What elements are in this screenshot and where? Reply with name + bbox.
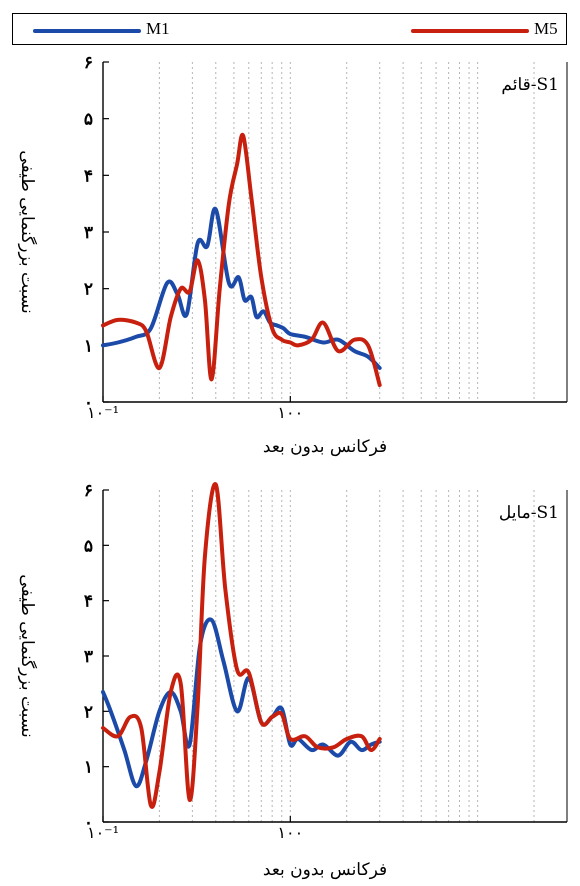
y-tick-label: ۲ (84, 702, 93, 722)
y-tick-label: ۵ (84, 536, 93, 556)
series-line-m5 (101, 482, 382, 809)
series-line-m1 (101, 617, 382, 789)
y-tick-label: ۰ (84, 393, 93, 413)
legend-line-m1 (33, 29, 141, 33)
x-tick-label: ۱۰⁻¹ (87, 403, 119, 422)
legend-label-m5: M5 (534, 19, 558, 38)
x-axis-label: فرکانس بدون بعد (263, 860, 387, 880)
x-tick-label: ۱۰⁻¹ (87, 823, 119, 842)
y-tick-label: ۳ (84, 223, 93, 243)
x-tick-label: ۱۰۰ (277, 823, 303, 842)
x-axis-label: فرکانس بدون بعد (263, 437, 387, 457)
series-line-m5 (101, 132, 382, 387)
x-tick-label: ۱۰۰ (277, 403, 303, 422)
chart-legend: M1 M5 (12, 13, 567, 45)
y-tick-label: ۱ (84, 336, 93, 356)
y-tick-label: ۳ (84, 647, 93, 667)
chart-panel-2: ۰ ۱ ۲ ۳ ۴ ۵ ۶ ۱۰⁻¹ ۱۰۰ فرکانس بدون بعد نسبت بزرگنم… (17, 481, 568, 880)
panel-annotation: مایل-S1 (499, 503, 559, 523)
y-tick-label: ۶ (84, 481, 93, 501)
y-tick-label: ۴ (84, 166, 93, 186)
legend-label-m1: M1 (146, 19, 170, 38)
y-axis-label: نسبت بزرگنمایی طیفی (17, 574, 38, 737)
y-tick-label: ۶ (84, 53, 93, 73)
y-axis-label: نسبت بزرگنمایی طیفی (17, 150, 38, 313)
y-tick-label: ۱ (84, 758, 93, 778)
y-tick-label: ۲ (84, 280, 93, 300)
legend-line-m5 (411, 29, 529, 33)
chart-panel-1: ۰ ۱ ۲ ۳ ۴ ۵ ۶ ۱۰⁻¹ ۱۰۰ فرکانس بدون بعد نسبت بزرگنم… (17, 53, 568, 457)
y-tick-label: ۴ (84, 592, 93, 612)
y-tick-label: ۰ (84, 813, 93, 833)
y-tick-label: ۵ (84, 110, 93, 130)
panel-annotation: قائم-S1 (501, 75, 559, 95)
series-line-m1 (101, 206, 382, 370)
